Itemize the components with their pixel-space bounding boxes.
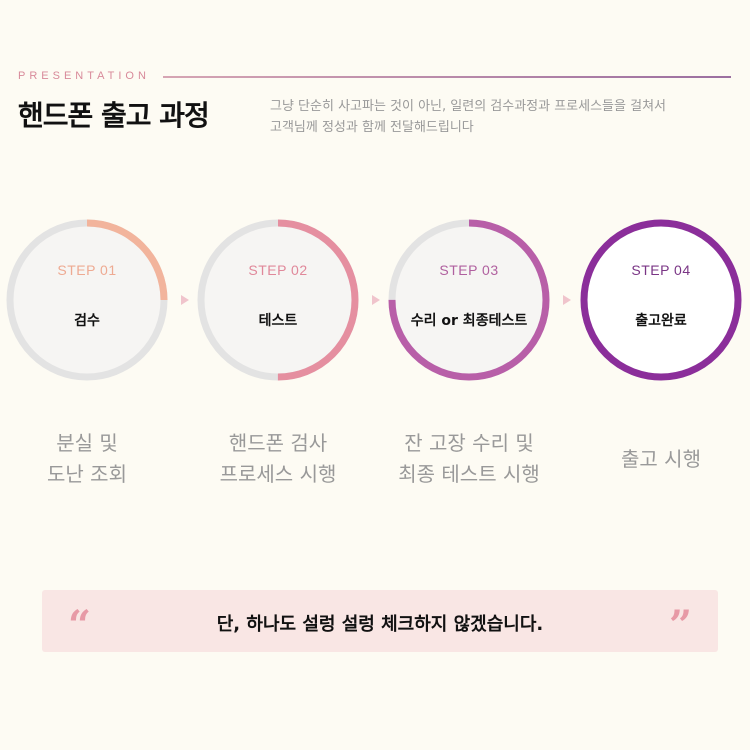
description: 그냥 단순히 사고파는 것이 아닌, 일련의 검수과정과 프로세스들을 걸쳐서 …: [270, 96, 730, 138]
arrow-right-icon: [372, 295, 380, 305]
caption-line: 도난 조회: [47, 462, 127, 486]
step-circle: STEP 04 출고완료: [579, 218, 743, 382]
eyebrow: PRESENTATION: [18, 70, 150, 82]
progress-ring: [6, 219, 168, 381]
ring-progress: [580, 219, 742, 381]
caption-line: 최종 테스트 시행: [398, 462, 540, 486]
step-caption: 출고 시행: [566, 444, 750, 475]
step-label: STEP 04: [631, 262, 691, 278]
open-quote-icon: “: [68, 602, 92, 649]
caption-line: 출고 시행: [621, 447, 701, 471]
progress-ring: [197, 219, 359, 381]
step-label: STEP 01: [57, 262, 117, 278]
close-quote-icon: ”: [668, 602, 692, 649]
step-name: 테스트: [258, 313, 298, 329]
step-circle: STEP 01 검수: [5, 218, 169, 382]
step-name: 검수: [74, 313, 100, 329]
progress-ring: [580, 219, 742, 381]
step-label: STEP 03: [439, 262, 499, 278]
step-label: STEP 02: [248, 262, 308, 278]
arrow-right-icon: [181, 295, 189, 305]
ring-progress: [197, 219, 359, 381]
ring-progress: [6, 219, 168, 381]
progress-ring: [388, 219, 550, 381]
description-line: 고객님께 정성과 함께 전달해드립니다: [270, 120, 474, 135]
step-name: 출고완료: [635, 313, 687, 329]
quote-banner: “ 단, 하나도 설렁 설렁 체크하지 않겠습니다. ”: [42, 590, 718, 652]
quote-text: 단, 하나도 설렁 설렁 체크하지 않겠습니다.: [216, 614, 544, 635]
step-name: 수리 or 최종테스트: [410, 313, 528, 329]
caption-line: 잔 고장 수리 및: [404, 431, 534, 455]
caption-line: 분실 및: [56, 431, 118, 455]
arrow-right-icon: [563, 295, 571, 305]
description-line: 그냥 단순히 사고파는 것이 아닌, 일련의 검수과정과 프로세스들을 걸쳐서: [270, 99, 666, 114]
ring-progress: [388, 219, 550, 381]
step-circle: STEP 03 수리 or 최종테스트: [387, 218, 551, 382]
step-circle: STEP 02 테스트: [196, 218, 360, 382]
divider: [163, 76, 731, 78]
page-title: 핸드폰 출고 과정: [18, 99, 210, 132]
caption-line: 프로세스 시행: [219, 462, 337, 486]
caption-line: 핸드폰 검사: [228, 431, 328, 455]
